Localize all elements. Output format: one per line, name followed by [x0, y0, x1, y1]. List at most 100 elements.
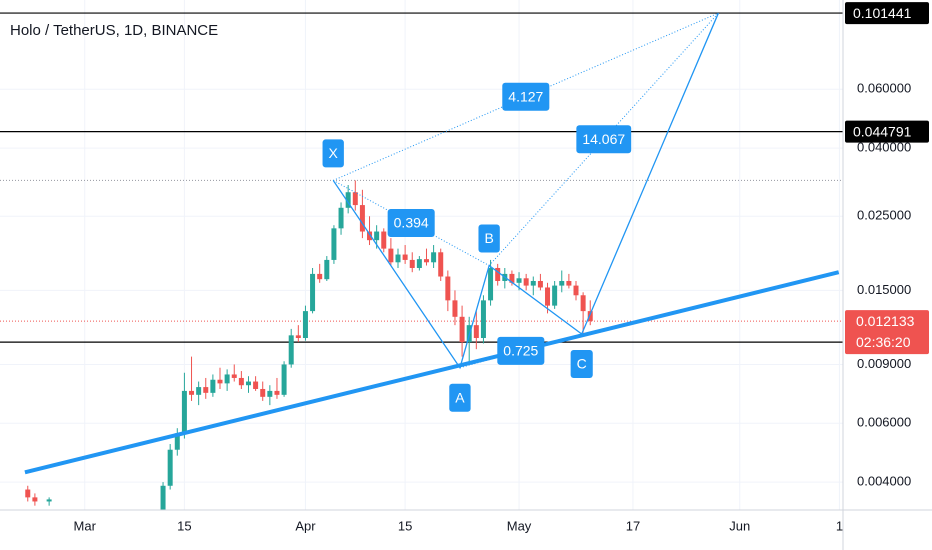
candle-body	[274, 390, 280, 395]
candle-body	[523, 278, 529, 286]
y-tick-label: 0.015000	[857, 282, 911, 297]
ratio-label-text: 14.067	[582, 131, 625, 147]
candle-body	[402, 254, 408, 260]
candle-body	[32, 497, 38, 502]
last-price-box	[845, 310, 929, 355]
candle-body	[359, 205, 365, 232]
y-tick-label: 0.060000	[857, 81, 911, 96]
candle-body	[324, 259, 330, 280]
ratio-label-text: 4.127	[508, 88, 543, 104]
candle-body	[530, 280, 536, 286]
point-label-text: X	[329, 145, 339, 161]
candle-body	[189, 390, 195, 395]
ratio-label-box	[387, 208, 435, 237]
x-tick-label: 15	[398, 518, 412, 533]
candle-body	[545, 287, 551, 306]
point-label: C	[570, 350, 593, 379]
candle-body	[295, 335, 301, 339]
point-label: B	[478, 224, 500, 253]
candle-body	[423, 259, 429, 263]
ratio-label-box	[502, 82, 550, 111]
pattern-path	[332, 12, 719, 370]
candle-body	[537, 280, 543, 288]
last-price-label: 0.012133	[856, 313, 915, 329]
candle-body	[25, 489, 31, 498]
ratio-label: 14.067	[576, 125, 632, 154]
candle-body	[174, 433, 180, 450]
price-label: 0.101441	[853, 5, 912, 21]
chart-title: Holo / TetherUS, 1D, BINANCE	[10, 22, 218, 39]
x-tick-label: 15	[177, 518, 191, 533]
plot-area: 0.394 0.725 4.127 14.067 X A B C	[0, 12, 843, 510]
ratio-label-box	[576, 125, 632, 154]
candle-body	[260, 388, 266, 397]
x-tick-label: Jun	[729, 518, 750, 533]
x-tick-label: 17	[626, 518, 640, 533]
candle-body	[452, 300, 458, 317]
candle-body	[167, 449, 173, 486]
candle-body	[345, 192, 351, 208]
candle-body	[181, 390, 187, 434]
candle-body	[374, 231, 380, 241]
candle-body	[160, 485, 166, 510]
candle-body	[388, 248, 394, 263]
y-tick-label: 0.025000	[857, 208, 911, 223]
point-label-box	[478, 224, 500, 253]
candle-body	[224, 374, 230, 384]
ratio-line	[333, 12, 719, 181]
candle-body	[509, 273, 515, 283]
y-tick-label: 0.040000	[857, 140, 911, 155]
point-label-text: B	[484, 230, 493, 246]
ratio-label: 4.127	[502, 82, 550, 111]
candle-body	[473, 325, 479, 339]
candle-body	[573, 285, 579, 296]
trendline	[24, 270, 840, 475]
candle-body	[431, 252, 437, 263]
candle-body	[267, 390, 273, 397]
axes: 0.060000 0.040000 0.025000 0.015000 0.009000…	[74, 2, 929, 533]
candle-body	[317, 273, 323, 280]
candle-body	[559, 280, 565, 286]
candle-body	[331, 228, 337, 260]
candle-body	[310, 273, 316, 312]
candle-body	[288, 335, 294, 365]
candle-body	[409, 259, 415, 268]
x-tick-label: Mar	[74, 518, 97, 533]
y-tick-label: 0.006000	[857, 415, 911, 430]
ratio-label: 0.725	[497, 336, 545, 365]
candle-body	[253, 381, 259, 389]
price-label-box	[845, 2, 929, 25]
candle-body	[587, 311, 593, 322]
countdown-label: 02:36:20	[856, 334, 911, 350]
candle-body	[438, 252, 444, 277]
candle-body	[196, 387, 202, 395]
x-tick-label: May	[507, 518, 532, 533]
point-label-box	[570, 350, 593, 379]
candle-body	[302, 311, 308, 339]
candle-body	[416, 259, 422, 268]
candle-body	[46, 499, 52, 502]
candle-body	[281, 364, 287, 395]
point-label: X	[322, 139, 344, 168]
candle-body	[552, 285, 558, 306]
candle-body	[381, 231, 387, 249]
candle-body	[338, 207, 344, 229]
candle-body	[480, 300, 486, 339]
point-label-text: C	[577, 356, 587, 372]
ratio-label-text: 0.394	[394, 215, 429, 231]
point-label: A	[449, 383, 471, 412]
candle-body	[580, 295, 586, 312]
point-label-text: A	[455, 389, 465, 405]
candle-body	[516, 278, 522, 283]
y-tick-label: 0.004000	[857, 474, 911, 489]
candle-body	[488, 267, 494, 301]
candle-body	[445, 276, 451, 301]
price-label-box	[845, 120, 929, 143]
grid	[0, 0, 843, 510]
ratio-label: 0.394	[387, 208, 435, 237]
candle-body	[210, 379, 216, 393]
x-tick-label: Apr	[295, 518, 316, 533]
candle-body	[245, 381, 251, 386]
point-label-box	[449, 383, 471, 412]
